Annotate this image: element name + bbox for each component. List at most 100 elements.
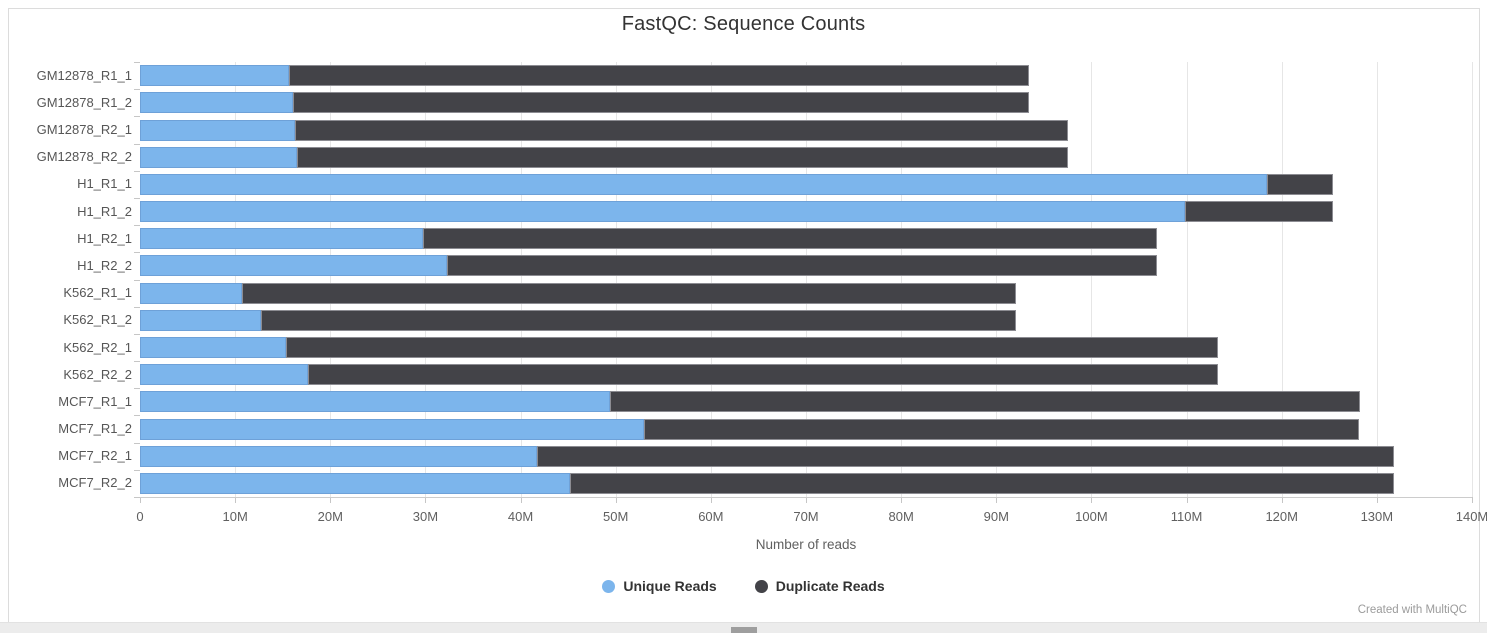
y-axis-category-label: MCF7_R1_1 [58, 393, 132, 409]
bar-segment-unique-reads[interactable] [140, 337, 286, 358]
bar-segment-unique-reads[interactable] [140, 228, 423, 250]
x-gridline [901, 62, 903, 497]
bar-segment-duplicate-reads[interactable] [260, 309, 1017, 331]
x-tick-label: 50M [603, 509, 629, 524]
y-axis-category-label: GM12878_R1_1 [36, 67, 132, 83]
bar-segment-duplicate-reads[interactable] [297, 146, 1068, 168]
bar-segment-unique-reads[interactable] [140, 255, 448, 277]
bar-segment-duplicate-reads[interactable] [610, 391, 1360, 413]
bar-segment-duplicate-reads[interactable] [241, 282, 1017, 304]
bar-segment-unique-reads[interactable] [140, 391, 610, 413]
bar-segment-duplicate-reads[interactable] [536, 445, 1394, 467]
legend-item-unique-reads[interactable]: Unique Reads [602, 578, 717, 594]
x-tick [1281, 497, 1283, 503]
bar-segment-unique-reads[interactable] [140, 119, 296, 141]
bar-segment-unique-reads[interactable] [140, 309, 261, 331]
x-tick-label: 10M [222, 509, 248, 524]
x-tick [806, 497, 807, 503]
x-gridline [1091, 62, 1093, 497]
bar-row [140, 445, 1394, 467]
bar-segment-unique-reads[interactable] [140, 418, 645, 440]
bar-segment-duplicate-reads[interactable] [447, 255, 1158, 277]
x-gridline [1376, 62, 1378, 497]
bar-segment-duplicate-reads[interactable] [1266, 173, 1334, 195]
bar-segment-duplicate-reads[interactable] [307, 364, 1218, 386]
x-tick-label: 70M [793, 509, 819, 524]
x-tick-label: 140M [1455, 509, 1487, 524]
x-gridline [710, 62, 712, 497]
x-tick [1376, 497, 1378, 503]
y-tick [134, 333, 140, 335]
bar-segment-unique-reads[interactable] [140, 472, 570, 494]
bar-segment-duplicate-reads[interactable] [570, 472, 1394, 494]
y-axis-category-label: H1_R1_1 [77, 176, 132, 192]
bar-row [140, 65, 1029, 87]
x-tick [330, 497, 332, 503]
multiqc-credit: Created with MultiQC [1357, 604, 1467, 616]
y-tick [134, 306, 140, 308]
x-tick [425, 497, 427, 503]
bar-row [140, 92, 1029, 114]
x-tick [235, 497, 237, 503]
bar-segment-duplicate-reads[interactable] [285, 337, 1218, 358]
bar-segment-unique-reads[interactable] [140, 364, 308, 386]
x-tick-label: 20M [317, 509, 343, 524]
y-tick [134, 143, 140, 145]
y-tick [134, 170, 140, 172]
y-axis-category-label: K562_R1_2 [63, 312, 132, 328]
x-tick [996, 497, 998, 503]
x-gridline [1186, 62, 1188, 497]
chart-legend: Unique Reads Duplicate Reads [0, 578, 1487, 594]
legend-item-duplicate-reads[interactable]: Duplicate Reads [754, 578, 885, 594]
bar-segment-duplicate-reads[interactable] [644, 418, 1359, 440]
bar-segment-duplicate-reads[interactable] [422, 228, 1158, 250]
x-gridline [1281, 62, 1283, 497]
bar-segment-unique-reads[interactable] [140, 65, 290, 87]
x-axis-title: Number of reads [755, 537, 857, 552]
bar-row [140, 119, 1068, 141]
bar-segment-duplicate-reads[interactable] [289, 65, 1029, 87]
bar-row [140, 309, 1017, 331]
legend-label: Unique Reads [623, 578, 717, 594]
bar-row [140, 364, 1218, 386]
bar-segment-duplicate-reads[interactable] [295, 119, 1068, 141]
x-gridline [520, 62, 522, 497]
y-tick [134, 415, 140, 417]
bar-segment-duplicate-reads[interactable] [293, 92, 1029, 114]
y-axis-category-label: H1_R2_2 [77, 257, 132, 273]
bar-row [140, 201, 1334, 222]
x-gridline [330, 62, 332, 497]
chart-title: FastQC: Sequence Counts [621, 13, 866, 35]
y-axis-category-label: GM12878_R2_1 [36, 122, 132, 137]
bar-segment-duplicate-reads[interactable] [1184, 201, 1334, 222]
bar-segment-unique-reads[interactable] [140, 92, 294, 114]
y-axis-category-label: H1_R1_2 [77, 203, 132, 219]
y-tick [134, 442, 140, 444]
y-axis-category-label: MCF7_R1_2 [58, 421, 132, 436]
horizontal-scrollbar-thumb[interactable] [731, 627, 757, 633]
legend-label: Duplicate Reads [775, 578, 885, 594]
y-axis-category-label: MCF7_R2_2 [58, 475, 132, 491]
y-axis-category-label: K562_R2_2 [63, 366, 132, 382]
bar-segment-unique-reads[interactable] [140, 201, 1185, 222]
x-tick [1186, 497, 1188, 503]
bar-segment-unique-reads[interactable] [140, 146, 297, 168]
bar-row [140, 391, 1360, 413]
bar-segment-unique-reads[interactable] [140, 282, 242, 304]
x-tick-label: 130M [1360, 509, 1394, 524]
x-tick [615, 497, 617, 503]
bar-segment-unique-reads[interactable] [140, 173, 1267, 195]
y-tick [134, 197, 140, 199]
bar-row [140, 255, 1158, 277]
y-axis-category-label: GM12878_R2_2 [36, 149, 132, 165]
bar-row [140, 418, 1359, 440]
legend-marker-icon [754, 579, 768, 593]
bar-row [140, 146, 1068, 168]
y-tick [134, 252, 140, 254]
horizontal-scrollbar-track[interactable] [0, 622, 1487, 633]
y-axis-category-label: K562_R1_1 [63, 285, 132, 301]
y-tick [134, 89, 140, 91]
bar-segment-unique-reads[interactable] [140, 445, 537, 467]
